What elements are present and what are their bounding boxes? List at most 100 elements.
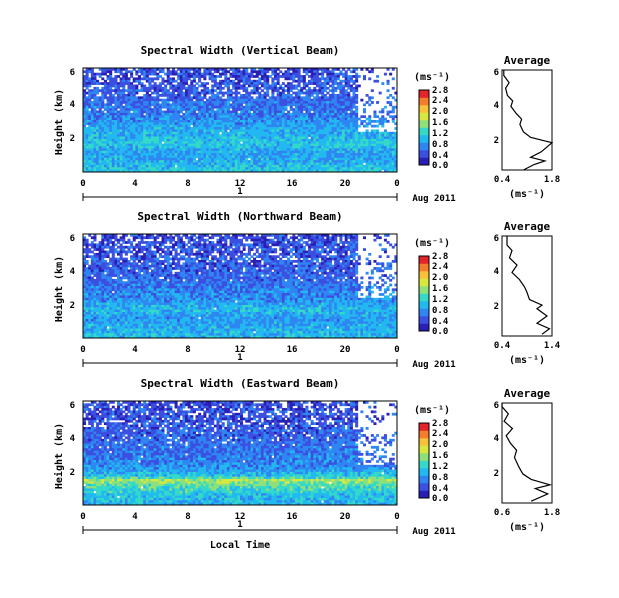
heatmap-cell (101, 101, 105, 104)
heatmap-cell (169, 127, 173, 130)
heatmap-cell (185, 94, 189, 97)
heatmap-cell (292, 115, 296, 119)
heatmap-cell (381, 122, 385, 126)
heatmap-cell (271, 141, 275, 145)
heatmap-cell (357, 134, 361, 137)
heatmap-cell (211, 89, 215, 93)
heatmap-cell (161, 138, 165, 142)
heatmap-cell (164, 94, 168, 97)
heatmap-cell (111, 122, 115, 126)
heatmap-cell (145, 105, 149, 109)
heatmap-cell (302, 160, 306, 163)
heatmap-cell (347, 129, 351, 133)
heatmap-cell (260, 169, 264, 173)
heatmap-cell (234, 153, 238, 156)
heatmap-cell (334, 117, 338, 121)
heatmap-cell (195, 103, 199, 107)
heatmap-cell (308, 162, 312, 166)
heatmap-cell (101, 96, 105, 100)
heatmap-cell (226, 89, 230, 93)
heatmap-cell (297, 77, 301, 81)
heatmap-cell (389, 136, 393, 140)
heatmap-cell (247, 138, 251, 142)
heatmap-cell (245, 105, 249, 109)
heatmap-cell (255, 70, 259, 74)
heatmap-cell (292, 234, 296, 237)
heatmap-cell (232, 164, 236, 168)
heatmap-cell (279, 167, 283, 171)
heatmap-cell (276, 136, 280, 140)
heatmap-cell (211, 136, 215, 140)
heatmap-cell (294, 96, 298, 100)
heatmap-cell (357, 146, 361, 149)
heatmap-cell (106, 164, 110, 168)
heatmap-cell (216, 160, 220, 163)
heatmap-cell (321, 153, 325, 156)
heatmap-cell (161, 77, 165, 81)
heatmap-cell (263, 120, 267, 123)
heatmap-cell (258, 167, 262, 171)
heatmap-cell (362, 155, 366, 159)
heatmap-cell (83, 155, 87, 159)
heatmap-cell (216, 141, 220, 145)
heatmap-cell (365, 150, 369, 154)
heatmap-cell (240, 160, 244, 163)
heatmap-cell (83, 115, 87, 119)
heatmap-cell (349, 157, 353, 161)
heatmap-cell (297, 164, 301, 168)
heatmap-cell (305, 141, 309, 145)
heatmap-cell (213, 234, 217, 237)
heatmap-cell (383, 134, 387, 137)
heatmap-cell (229, 105, 233, 109)
heatmap-cell (381, 143, 385, 147)
heatmap-cell (187, 117, 191, 121)
heatmap-cell (326, 238, 330, 242)
heatmap-cell (292, 146, 296, 149)
heatmap-cell (331, 146, 335, 149)
heatmap-cell (127, 146, 131, 149)
heatmap-cell (232, 150, 236, 154)
heatmap-cell (289, 160, 293, 163)
heatmap-cell (200, 82, 204, 85)
heatmap-cell (313, 138, 317, 142)
heatmap-cell (287, 94, 291, 97)
heatmap-cell (328, 153, 332, 156)
heatmap-cell (96, 134, 100, 137)
heatmap-cell (391, 146, 395, 149)
heatmap-cell (148, 155, 152, 159)
heatmap-cell (310, 238, 314, 242)
heatmap-cell (224, 72, 228, 76)
heatmap-cell (143, 138, 147, 142)
heatmap-cell (148, 129, 152, 133)
heatmap-cell (122, 162, 126, 166)
heatmap-cell (373, 131, 377, 135)
heatmap-cell (255, 157, 259, 161)
panel-title: Spectral Width (Northward Beam) (137, 210, 342, 223)
heatmap-cell (237, 77, 241, 81)
heatmap-cell (205, 167, 209, 171)
heatmap-cell (140, 138, 144, 142)
heatmap-cell (143, 75, 147, 78)
heatmap-cell (85, 101, 89, 104)
heatmap-cell (83, 101, 87, 104)
heatmap-cell (151, 117, 155, 121)
heatmap-cell (232, 129, 236, 133)
heatmap-cell (216, 75, 220, 78)
heatmap-cell (394, 164, 398, 168)
heatmap-cell (130, 129, 134, 133)
heatmap-cell (234, 124, 238, 128)
heatmap-cell (124, 148, 128, 152)
heatmap-cell (119, 103, 123, 107)
heatmap-cell (245, 96, 249, 100)
heatmap-cell (103, 141, 107, 145)
heatmap-cell (279, 110, 283, 114)
heatmap-cell (106, 84, 110, 88)
heatmap-cell (226, 155, 230, 159)
heatmap-cell (268, 129, 272, 133)
heatmap-cell (321, 115, 325, 119)
heatmap-cell (90, 136, 94, 140)
heatmap-cell (302, 86, 306, 90)
heatmap-cell (85, 103, 89, 107)
heatmap-cell (119, 122, 123, 126)
heatmap-cell (164, 138, 168, 142)
